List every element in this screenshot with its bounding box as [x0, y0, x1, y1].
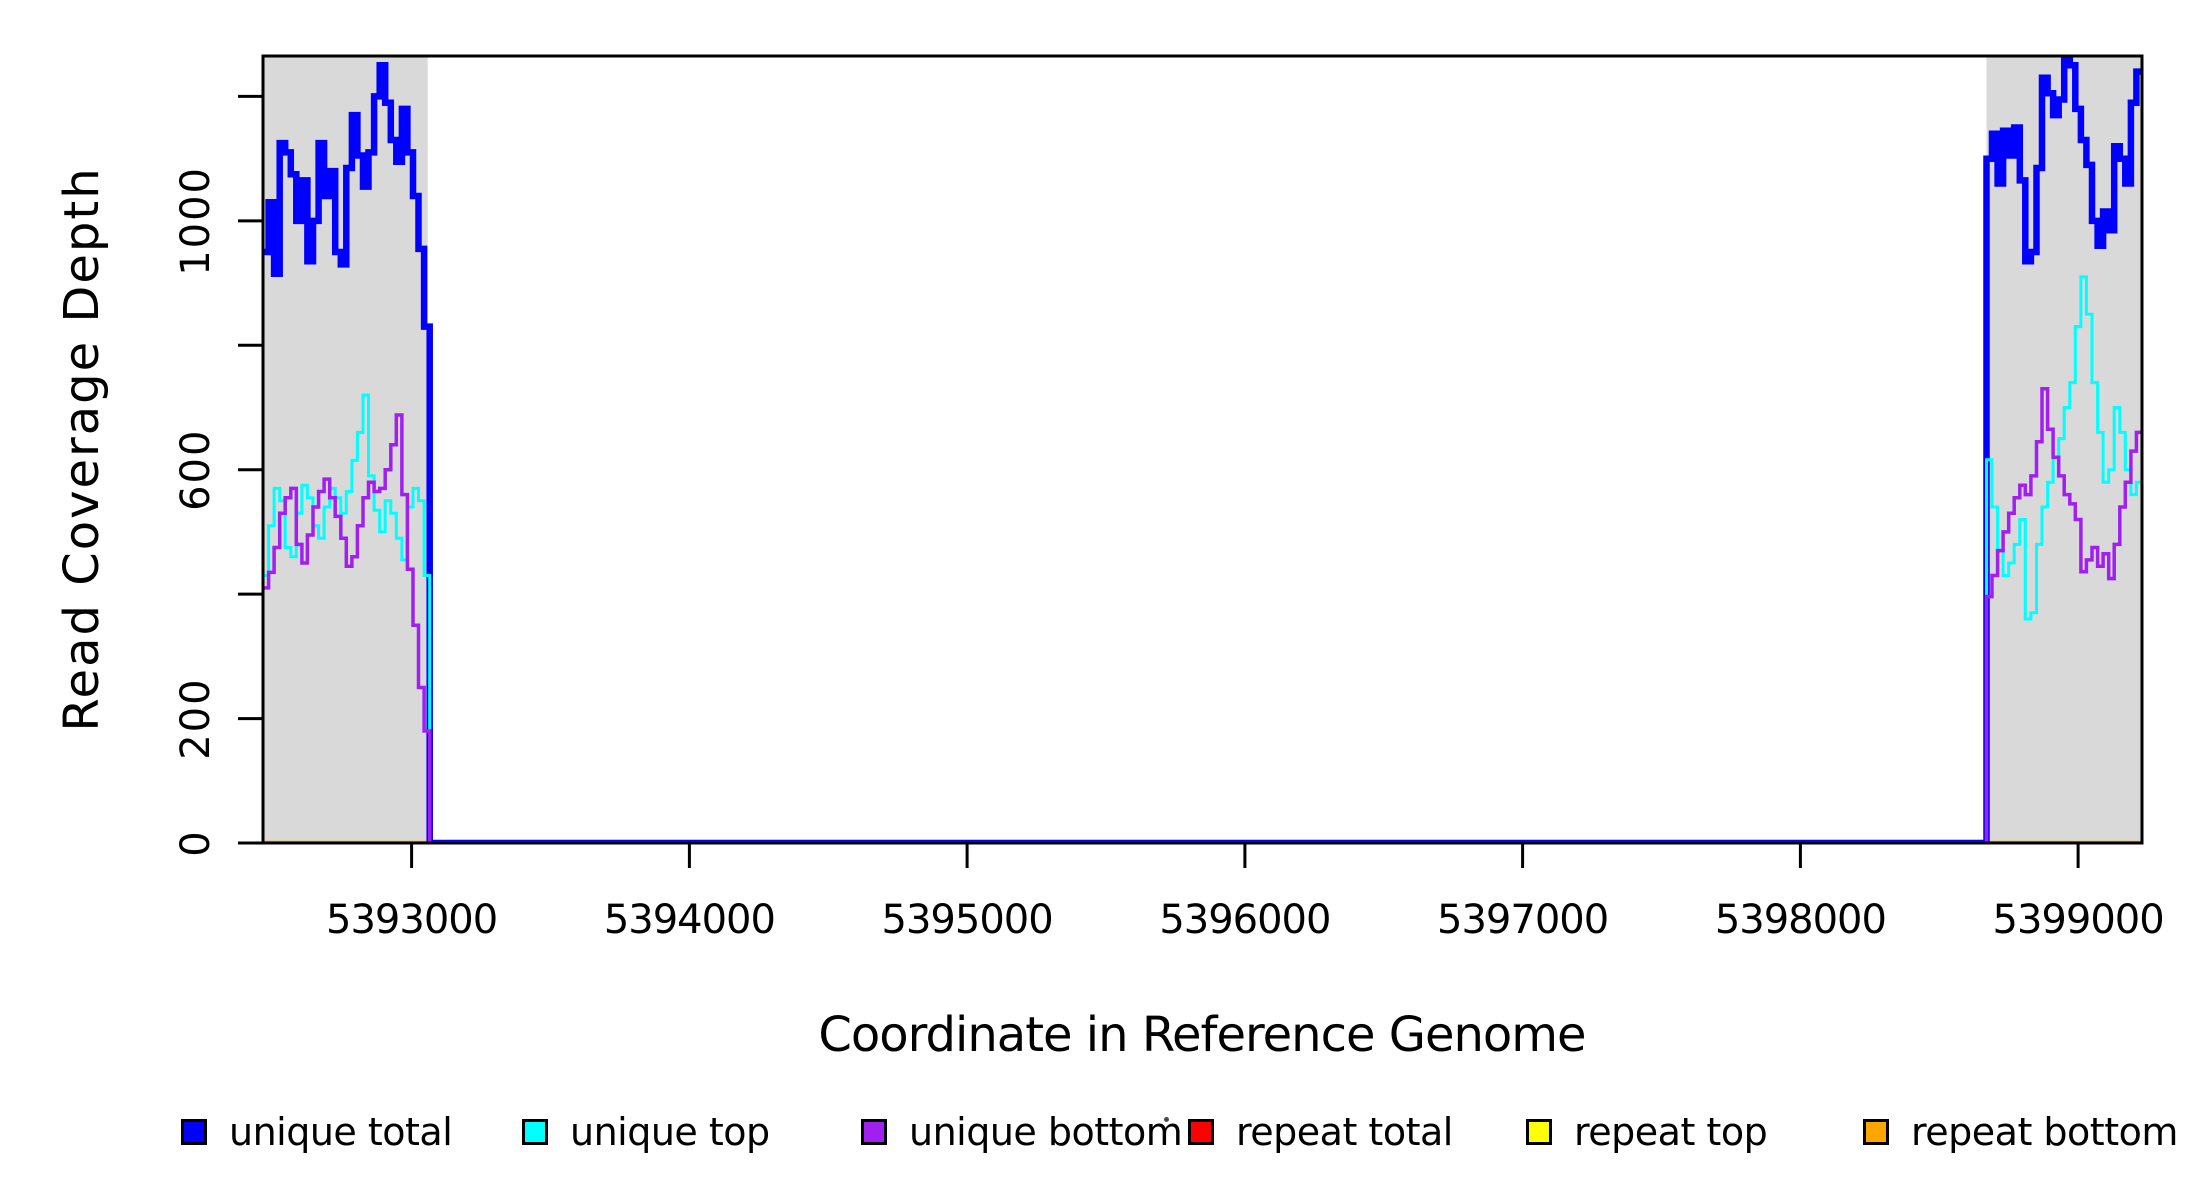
x-tick-label: 5394000 — [604, 897, 775, 943]
y-tick-label: 1000 — [173, 166, 219, 276]
legend-item-unique-top: unique top — [522, 1110, 770, 1154]
legend-swatch-icon — [1526, 1119, 1552, 1145]
x-tick-label: 5396000 — [1159, 897, 1330, 943]
legend-item-unique-bottom: unique bottom — [861, 1110, 1183, 1154]
x-tick-label: 5395000 — [882, 897, 1053, 943]
legend-swatch-icon — [522, 1119, 548, 1145]
legend-swatch-icon — [1188, 1119, 1214, 1145]
legend-swatch-icon — [1863, 1119, 1889, 1145]
legend-label: repeat bottom — [1911, 1110, 2178, 1154]
plot-box — [261, 54, 2144, 845]
y-tick-label: 200 — [173, 677, 219, 759]
legend-label: repeat top — [1574, 1110, 1768, 1154]
legend-item-repeat-top: repeat top — [1526, 1110, 1768, 1154]
legend-item-repeat-bottom: repeat bottom — [1863, 1110, 2178, 1154]
series-line-unique-top — [263, 275, 2142, 844]
x-tick-label: 5399000 — [1993, 897, 2164, 943]
stray-dot — [1164, 1117, 1169, 1122]
x-axis-title: Coordinate in Reference Genome — [818, 1007, 1586, 1063]
series-lines — [263, 55, 2142, 844]
legend-item-repeat-total: repeat total — [1188, 1110, 1453, 1154]
legend-swatch-icon — [861, 1119, 887, 1145]
legend-label: unique top — [570, 1110, 770, 1154]
legend-swatch-icon — [181, 1119, 207, 1145]
x-tick-label: 5398000 — [1715, 897, 1886, 943]
series-line-unique-bottom — [263, 387, 2142, 844]
y-axis-title: Read Coverage Depth — [54, 166, 110, 732]
y-tick-label: 600 — [173, 429, 219, 511]
shaded-region — [1986, 56, 2142, 843]
y-tick-label: 0 — [173, 829, 219, 856]
legend-label: unique bottom — [909, 1110, 1183, 1154]
series-line-unique-total — [263, 55, 2142, 844]
legend-label: unique total — [229, 1110, 453, 1154]
x-tick-label: 5393000 — [326, 897, 497, 943]
legend-item-unique-total: unique total — [181, 1110, 453, 1154]
x-tick-label: 5397000 — [1437, 897, 1608, 943]
legend-label: repeat total — [1236, 1110, 1453, 1154]
